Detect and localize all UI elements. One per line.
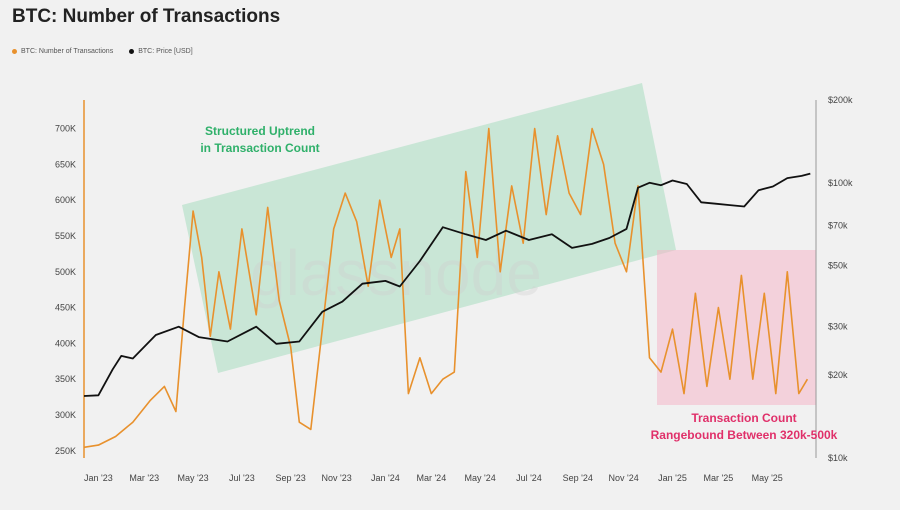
legend-item-price[interactable]: BTC: Price [USD] — [129, 48, 193, 55]
y-left-tick-label: 250K — [55, 446, 76, 456]
y-right-tick-label: $200k — [828, 95, 853, 105]
y-left-tick-label: 500K — [55, 267, 76, 277]
uptrend-highlight-box — [182, 83, 676, 373]
transactions-series-line — [83, 127, 809, 449]
x-tick-label: Jan '23 — [84, 473, 113, 483]
y-right-tick-label: $50k — [828, 261, 848, 271]
legend-dot-price — [129, 49, 135, 54]
uptrend-annotation-line2: in Transaction Count — [200, 141, 319, 155]
x-tick-label: May '23 — [177, 473, 208, 483]
annotations: Structured Uptrend in Transaction Count … — [200, 124, 837, 442]
x-tick-label: Sep '24 — [563, 473, 593, 483]
uptrend-annotation-line1: Structured Uptrend — [205, 124, 315, 138]
chart-title: BTC: Number of Transactions — [12, 6, 281, 27]
x-tick-label: Jul '24 — [516, 473, 542, 483]
watermark: glassnode — [250, 237, 542, 309]
y-right-tick-label: $20k — [828, 370, 848, 380]
x-tick-label: Sep '23 — [276, 473, 306, 483]
y-left-tick-label: 300K — [55, 410, 76, 420]
legend: BTC: Number of Transactions BTC: Price [… — [12, 48, 193, 55]
y-right-tick-label: $10k — [828, 453, 848, 463]
y-left-tick-label: 600K — [55, 195, 76, 205]
y-left-tick-label: 700K — [55, 124, 76, 134]
x-tick-label: Mar '24 — [416, 473, 446, 483]
legend-item-transactions[interactable]: BTC: Number of Transactions — [12, 48, 113, 55]
x-tick-label: Jul '23 — [229, 473, 255, 483]
x-tick-label: May '24 — [465, 473, 496, 483]
series-lines — [83, 127, 811, 449]
y-left-tick-label: 450K — [55, 303, 76, 313]
y-left-tick-label: 550K — [55, 231, 76, 241]
y-left-tick-label: 650K — [55, 159, 76, 169]
range-annotation-line2: Rangebound Between 320k-500k — [651, 428, 838, 442]
legend-label-transactions: BTC: Number of Transactions — [21, 48, 114, 55]
y-left-tick-label: 350K — [55, 374, 76, 384]
x-tick-label: Jan '24 — [371, 473, 400, 483]
x-tick-label: May '25 — [752, 473, 783, 483]
y-right-tick-label: $70k — [828, 220, 848, 230]
rangebound-highlight-box — [657, 250, 816, 405]
legend-dot-transactions — [12, 49, 17, 54]
x-tick-label: Nov '24 — [609, 473, 639, 483]
y-left-tick-label: 400K — [55, 338, 76, 348]
y-right-tick-label: $100k — [828, 178, 853, 188]
axes: 250K 300K 350K 400K 450K 500K 550K 600K 650K 700K… — [55, 95, 853, 483]
legend-label-price: BTC: Price [USD] — [138, 48, 193, 55]
highlight-boxes — [182, 83, 816, 405]
price-series-line — [83, 172, 811, 397]
x-tick-label: Jan '25 — [658, 473, 687, 483]
x-tick-label: Mar '25 — [704, 473, 734, 483]
range-annotation-line1: Transaction Count — [691, 411, 796, 425]
y-right-tick-label: $30k — [828, 322, 848, 332]
x-tick-label: Nov '23 — [321, 473, 351, 483]
x-tick-label: Mar '23 — [129, 473, 159, 483]
